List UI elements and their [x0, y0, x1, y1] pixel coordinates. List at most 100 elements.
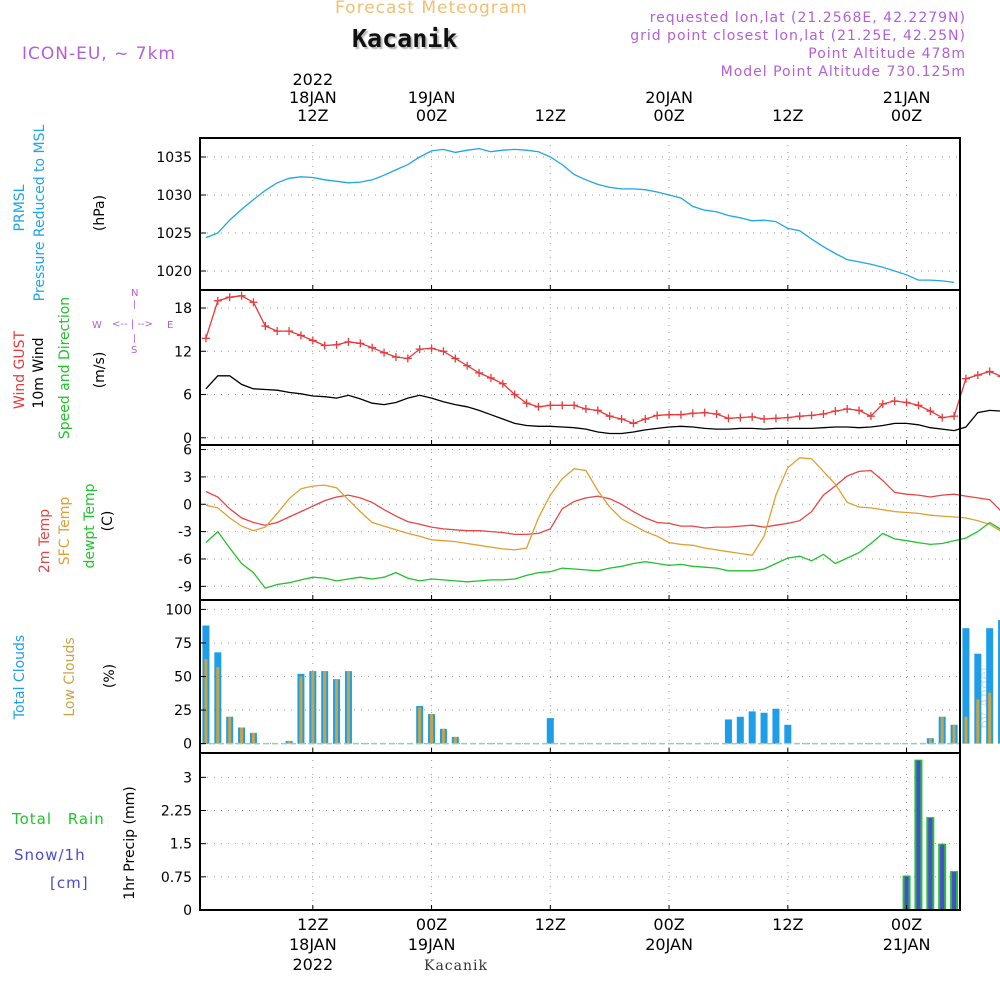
- y-tick-label: 12: [174, 344, 192, 360]
- bottom-time-label: 2022: [292, 955, 333, 974]
- bottom-time-label: 20JAN: [645, 935, 693, 954]
- snow-legend: Snow/1h: [14, 846, 86, 864]
- y-tick-label: 0: [183, 737, 192, 753]
- compass-e: E: [167, 320, 174, 331]
- tsfc-line: [205, 457, 1000, 557]
- snow-bar: [916, 760, 921, 910]
- compass-s: S: [131, 345, 138, 356]
- bottom-time-label: 12Z: [535, 915, 566, 934]
- bottom-time-label: 21JAN: [883, 935, 931, 954]
- low-cloud-bar: [952, 724, 956, 744]
- low-cloud-bar: [204, 659, 208, 744]
- snow-bar: [952, 872, 957, 910]
- top-time-label: 12Z: [772, 106, 803, 125]
- low-cloud-bar: [311, 671, 315, 744]
- bottom-time-label: 12Z: [297, 915, 328, 934]
- snow-bar: [940, 844, 945, 910]
- total-cloud-bar: [748, 711, 756, 744]
- compass-w: W: [92, 320, 102, 331]
- total-cloud-bar: [962, 628, 970, 744]
- low-cloud-bar: [928, 738, 932, 744]
- snow-unit-legend: [cm]: [50, 874, 89, 892]
- compass-n: N: [131, 288, 139, 299]
- location-title: Kacanik: [352, 24, 458, 53]
- low-cloud-bar: [323, 671, 327, 744]
- footer-location: Kacanik: [424, 958, 488, 974]
- top-time-label: 12Z: [535, 106, 566, 125]
- top-time-label: 00Z: [891, 106, 922, 125]
- panel-frame: [199, 752, 961, 911]
- y-tick-label: 100: [165, 602, 192, 618]
- compass-v2: |: [133, 334, 137, 344]
- y-tick-label: 1025: [156, 226, 192, 242]
- bottom-time-label: 18JAN: [289, 935, 337, 954]
- y-tick-label: 1020: [156, 264, 192, 280]
- requested-coords: requested lon,lat (21.2568E, 42.2279N): [649, 10, 966, 26]
- top-time-label: 19JAN: [408, 88, 456, 107]
- compass-v1: |: [133, 300, 137, 310]
- dewpt-line: [205, 521, 1000, 589]
- total-cloud-bar: [760, 712, 768, 744]
- y-tick-label: -9: [178, 579, 192, 595]
- y-tick-label: 3: [183, 470, 192, 486]
- wind-line: [205, 375, 1000, 435]
- y-tick-label: 6: [183, 443, 192, 459]
- y-tick-label: 0: [183, 903, 192, 919]
- total-cloud-bar: [736, 716, 744, 744]
- bottom-time-label: 12Z: [772, 915, 803, 934]
- compass-arrows: <-- | -->: [112, 319, 153, 330]
- y-tick-label: 1035: [156, 150, 192, 166]
- top-time-label: 00Z: [416, 106, 447, 125]
- y-tick-label: 6: [183, 388, 192, 404]
- gridpoint-coords: grid point closest lon,lat (21.25E, 42.2…: [630, 28, 966, 44]
- low-cloud-bar: [240, 727, 244, 744]
- point-altitude: Point Altitude 478m: [808, 46, 966, 62]
- low-cloud-bar: [976, 699, 980, 744]
- bottom-time-label: 00Z: [653, 915, 684, 934]
- total-cloud-bar: [986, 628, 994, 744]
- y-tick-label: 1030: [156, 188, 192, 204]
- low-cloud-bar: [964, 716, 968, 744]
- y-tick-label: 50: [174, 670, 192, 686]
- low-cloud-bar: [335, 679, 339, 744]
- total-cloud-bar: [784, 724, 792, 744]
- panel-frame: [199, 137, 961, 291]
- total-cloud-bar: [998, 620, 1000, 744]
- top-time-label: 12Z: [297, 106, 328, 125]
- total-cloud-bar: [724, 719, 732, 744]
- low-cloud-bar: [430, 714, 434, 744]
- top-time-label: 18JAN: [289, 88, 337, 107]
- bottom-time-label: 00Z: [416, 915, 447, 934]
- low-cloud-bar: [287, 740, 291, 744]
- y-tick-label: 2.25: [161, 803, 192, 819]
- low-cloud-bar: [453, 736, 457, 744]
- y-tick-label: -6: [178, 552, 192, 568]
- low-cloud-bar: [988, 692, 992, 744]
- low-cloud-bar: [940, 716, 944, 744]
- low-cloud-bar: [441, 728, 445, 744]
- rain-legend: Total Rain: [12, 810, 105, 828]
- pressure-line: [205, 147, 955, 284]
- model-altitude: Model Point Altitude 730.125m: [720, 64, 966, 80]
- bottom-time-label: 00Z: [891, 915, 922, 934]
- low-cloud-bar: [418, 707, 422, 744]
- panel-frame: [199, 289, 961, 446]
- total-cloud-bar: [772, 708, 780, 744]
- top-time-label: 2022: [292, 70, 333, 89]
- top-time-label: 00Z: [653, 106, 684, 125]
- snow-bar: [904, 876, 909, 910]
- product-title: Forecast Meteogram: [335, 0, 528, 18]
- low-cloud-bar: [346, 671, 350, 744]
- y-tick-label: 25: [174, 703, 192, 719]
- bottom-time-label: 19JAN: [408, 935, 456, 954]
- y-tick-label: 1.5: [170, 837, 192, 853]
- top-time-label: 21JAN: [883, 88, 931, 107]
- low-cloud-bar: [299, 676, 303, 744]
- total-cloud-bar: [546, 718, 554, 744]
- y-tick-label: 0.75: [161, 870, 192, 886]
- y-tick-label: -3: [178, 525, 192, 541]
- low-cloud-bar: [228, 716, 232, 744]
- t2m-line: [205, 469, 1000, 536]
- y-tick-label: 3: [183, 770, 192, 786]
